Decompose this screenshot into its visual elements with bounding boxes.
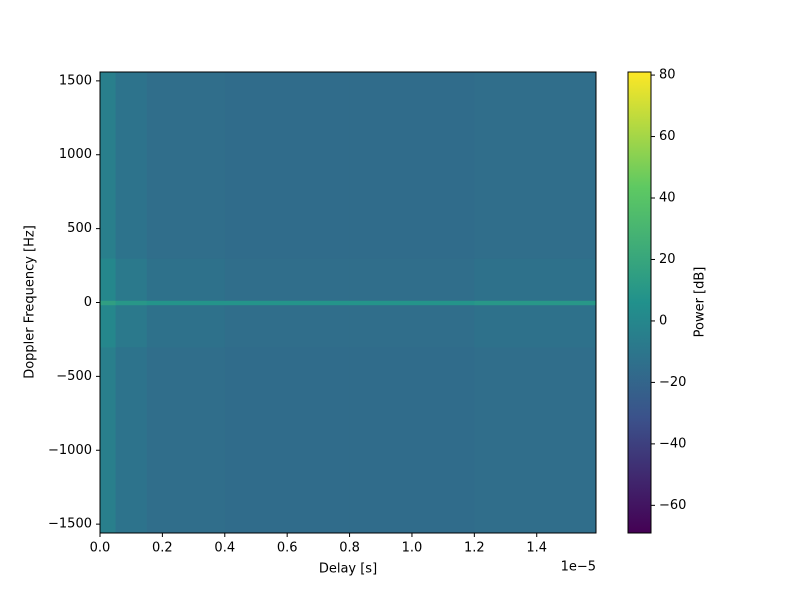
- y-tick-label: −1500: [48, 517, 92, 532]
- x-axis-label: Delay [s]: [319, 562, 377, 577]
- heatmap-cell: [146, 258, 226, 301]
- heatmap-cell: [146, 300, 226, 306]
- x-tick-label: 1.0: [402, 541, 423, 556]
- x-tick-label: 0.4: [214, 541, 235, 556]
- y-tick-label: 0: [84, 295, 92, 310]
- heatmap-cell: [349, 72, 475, 259]
- y-tick-label: −500: [56, 369, 92, 384]
- heatmap-cell: [349, 346, 475, 534]
- heatmap-cell: [474, 258, 597, 301]
- heatmap-cell: [349, 300, 475, 306]
- heatmap-cell: [100, 300, 117, 306]
- heatmap-cell: [224, 346, 351, 534]
- colorbar-tick-label: 40: [659, 191, 676, 206]
- colorbar-tick-label: 60: [659, 129, 676, 144]
- colorbar-tick-label: −20: [659, 375, 686, 390]
- heatmap-cell: [115, 346, 148, 534]
- heatmap-cell: [115, 72, 148, 259]
- heatmap-cell: [100, 72, 117, 259]
- heatmap-cell: [349, 258, 475, 301]
- colorbar-tick-label: 20: [659, 252, 676, 267]
- heatmap-cell: [146, 304, 226, 348]
- x-tick-label: 1.2: [464, 541, 485, 556]
- heatmap-cell: [224, 304, 351, 348]
- heatmap-cell: [224, 258, 351, 301]
- colorbar-tick-label: 80: [659, 68, 676, 83]
- colorbar-tick-label: −60: [659, 498, 686, 513]
- y-tick-label: 1000: [59, 147, 92, 162]
- colorbar: [627, 71, 652, 534]
- heatmap-cell: [115, 304, 148, 348]
- x-tick-label: 0.2: [152, 541, 173, 556]
- colorbar-tick-label: 0: [659, 313, 667, 328]
- y-tick-label: 1500: [59, 73, 92, 88]
- y-tick-label: 500: [67, 221, 92, 236]
- heatmap-cell: [474, 72, 597, 259]
- colorbar-tick-label: −40: [659, 436, 686, 451]
- x-tick-label: 0.0: [90, 541, 111, 556]
- heatmap-cell: [474, 300, 597, 306]
- heatmap-cell: [115, 258, 148, 301]
- heatmap-cell: [474, 346, 597, 534]
- y-tick-label: −1000: [48, 443, 92, 458]
- heatmap-cell: [100, 304, 117, 348]
- colorbar-label: Power [dB]: [693, 267, 708, 338]
- heatmap-cell: [224, 300, 351, 306]
- heatmap-cell: [224, 72, 351, 259]
- heatmap-cell: [100, 346, 117, 534]
- heatmap-cell: [474, 304, 597, 348]
- heatmap-cell: [349, 304, 475, 348]
- heatmap-cell: [146, 346, 226, 534]
- heatmap-cell: [115, 300, 148, 306]
- x-offset-label: 1e−5: [561, 560, 596, 575]
- heatmap-cell: [100, 258, 117, 301]
- y-axis-label: Doppler Frequency [Hz]: [23, 225, 38, 379]
- heatmap-cell: [146, 72, 226, 259]
- x-tick-label: 1.4: [526, 541, 547, 556]
- x-tick-label: 0.6: [277, 541, 298, 556]
- heatmap: [100, 72, 597, 534]
- x-tick-label: 0.8: [339, 541, 360, 556]
